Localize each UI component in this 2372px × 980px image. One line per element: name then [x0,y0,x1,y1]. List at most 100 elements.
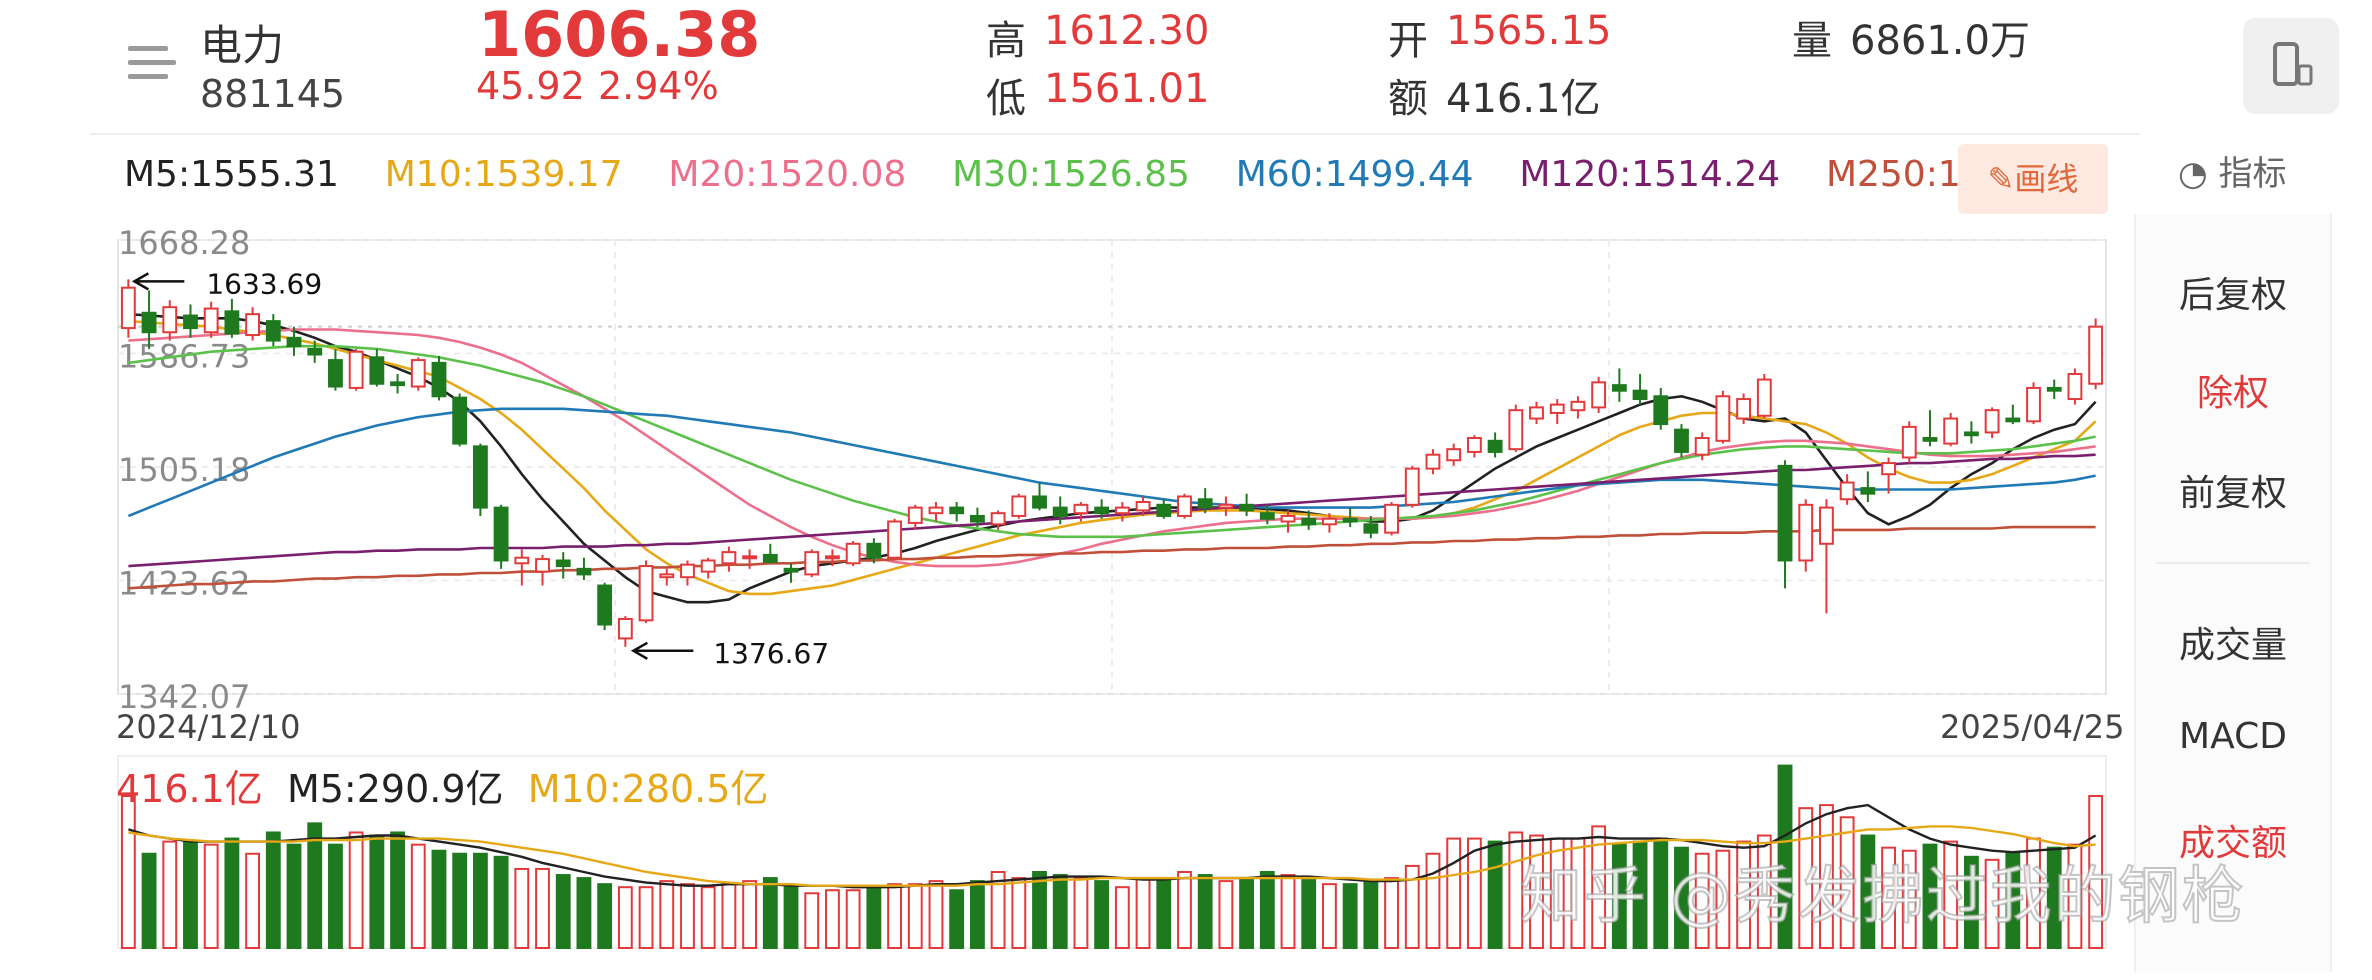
volume-bar [1135,877,1151,950]
candle-body [907,506,923,524]
candle-body [1549,403,1565,414]
indicator-label: 指标 [2218,154,2287,194]
volume-bar [224,837,240,949]
volume-bar [617,886,633,950]
candle-body [1653,395,1669,426]
volume-bar [493,855,509,949]
candle-body [762,553,778,563]
candle-body [1611,384,1627,392]
candle-body [535,558,550,573]
volume-bar [1342,883,1358,949]
draw-line-button[interactable]: ✎画线 [1958,144,2108,214]
candle-body [1363,523,1379,534]
candle-body [493,506,509,562]
candle-body [1591,381,1607,409]
volume-bar [431,849,447,949]
candle-body [1756,378,1772,417]
menu-icon[interactable] [128,46,176,88]
volume-bar [907,883,923,949]
volume-label: 量 [1792,18,1832,64]
open-label: 开 [1388,18,1428,64]
volume-bar [514,867,530,950]
candle-body [2046,386,2062,392]
volume-value: 6861.0万 [1850,18,2030,64]
candle-body [1446,448,1462,462]
side-item-turnover[interactable]: 成交额 [2178,823,2287,864]
open-value: 1565.15 [1446,8,1612,54]
volume-bar [700,886,716,950]
candle-body [1736,398,1752,420]
price-change: 45.92 [476,64,585,108]
volume-bar [1218,880,1234,949]
volume-bar [183,840,198,949]
candle-body [1218,503,1234,509]
max-annotation: 1633.69 [206,267,322,300]
current-price: 1606.38 [478,0,761,71]
volume-bar [845,889,861,949]
candle-body [1342,517,1358,523]
volume-bar [162,840,178,949]
candle-body [1860,487,1876,495]
volume-bar [1032,871,1047,949]
ma-label: M30:1526.85 [952,154,1190,195]
landscape-toggle-button[interactable] [2243,18,2339,114]
side-item-post-adjust[interactable]: 后复权 [2178,275,2287,316]
candle-body [307,347,323,356]
y-tick-label: 1586.73 [118,337,250,375]
ma-label: M20:1520.08 [668,154,907,195]
candle-body [1052,506,1068,517]
ma-line-m60 [127,407,2096,518]
candle-body [2005,417,2021,423]
volume-bar [969,880,985,949]
side-item-macd[interactable]: MACD [2179,716,2287,757]
candle-body [328,359,343,388]
candle-body [1197,498,1213,509]
candle-body [1694,437,1710,456]
side-item-volume[interactable]: 成交量 [2178,625,2287,666]
candle-body [1901,425,1917,459]
side-item-pre-adjust[interactable]: 前复权 [2178,473,2287,514]
volume-bar [804,892,820,950]
volume-legend-item: M5:290.9亿 [286,767,504,811]
candle-body [1819,506,1834,545]
candle-body [1570,400,1586,412]
candle-body [1404,467,1420,506]
indicator-button[interactable]: ◔ 指标 [2178,146,2286,195]
candle-body [1259,512,1275,520]
high-label: 高 [986,18,1026,64]
volume-bar [410,843,426,950]
volume-bar [1301,877,1317,950]
amount-label: 额 [1388,76,1428,122]
volume-bar [307,822,323,949]
volume-bar [990,871,1006,949]
y-tick-label: 1505.18 [118,451,250,489]
stock-code: 881145 [200,72,346,116]
chart-frame [117,239,2107,695]
volume-bar [265,831,281,949]
candle-body [183,314,198,330]
candle-body [1322,517,1337,526]
volume-bar [659,880,675,949]
volume-bar [1094,880,1110,949]
volume-bar [1487,840,1503,949]
volume-bar [390,831,405,949]
low-label: 低 [986,76,1026,122]
volume-bar [1011,877,1027,950]
volume-bar [120,795,136,949]
candle-body [659,573,675,579]
candle-body [1922,437,1938,442]
volume-bar [866,886,882,950]
pencil-icon: ✎ [1987,160,2015,198]
candle-body [597,584,613,626]
side-item-ex-rights[interactable]: 除权 [2196,373,2269,414]
volume-bar [1156,880,1172,949]
volume-bar [825,889,840,949]
volume-bar [949,889,965,949]
candle-body [390,381,405,387]
candle-body [286,336,302,348]
candle-body [1487,439,1503,453]
candle-body [1881,462,1896,476]
candle-body [1715,395,1731,442]
phone-icon [2273,42,2313,86]
y-tick-label: 1668.28 [118,224,250,262]
